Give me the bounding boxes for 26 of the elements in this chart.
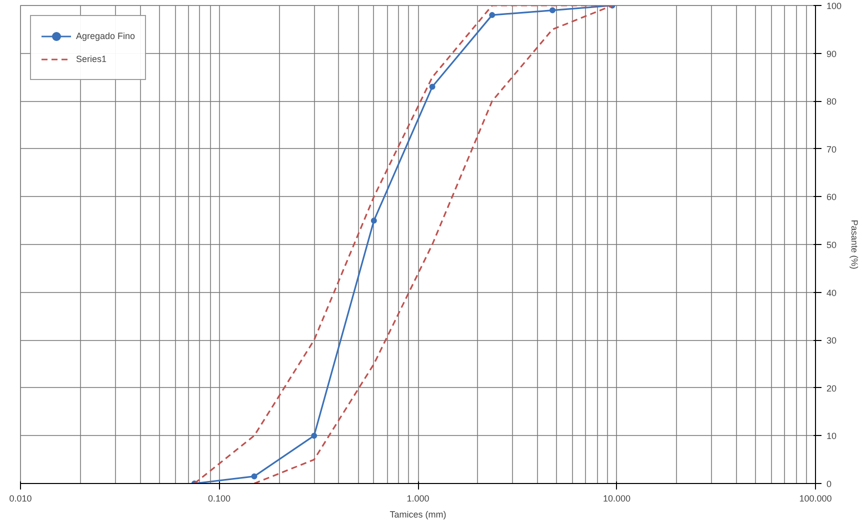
y-tick-label: 100: [826, 1, 842, 11]
y-tick-label: 0: [826, 479, 832, 489]
y-tick-label: 10: [826, 431, 837, 442]
point: [489, 12, 496, 18]
y-tick-label: 50: [826, 240, 837, 250]
point: [251, 473, 258, 480]
y-tick-label: 20: [826, 383, 837, 394]
legend-label: Agregado Fino: [76, 31, 136, 41]
point: [549, 7, 556, 14]
x-tick-label: 100.000: [799, 494, 832, 504]
y-tick-label: 40: [826, 288, 837, 298]
y-tick-label: 70: [826, 144, 837, 154]
y-tick-label: 80: [826, 96, 837, 107]
y-tick-label: 60: [826, 192, 837, 202]
x-tick-label: 1.000: [406, 494, 430, 504]
y-tick-label: 30: [826, 336, 837, 346]
x-axis-title: Tamices (mm): [390, 510, 446, 520]
point: [429, 84, 436, 90]
x-tick-label: 0.010: [9, 494, 32, 504]
legend-label: Series1: [76, 54, 107, 64]
y-axis-title: Pasante (%): [850, 220, 860, 270]
x-tick-label: 10.000: [602, 494, 631, 504]
point: [370, 218, 377, 224]
point: [311, 432, 318, 439]
y-tick-label: 90: [826, 48, 837, 59]
x-tick-label: 0.100: [208, 494, 231, 504]
